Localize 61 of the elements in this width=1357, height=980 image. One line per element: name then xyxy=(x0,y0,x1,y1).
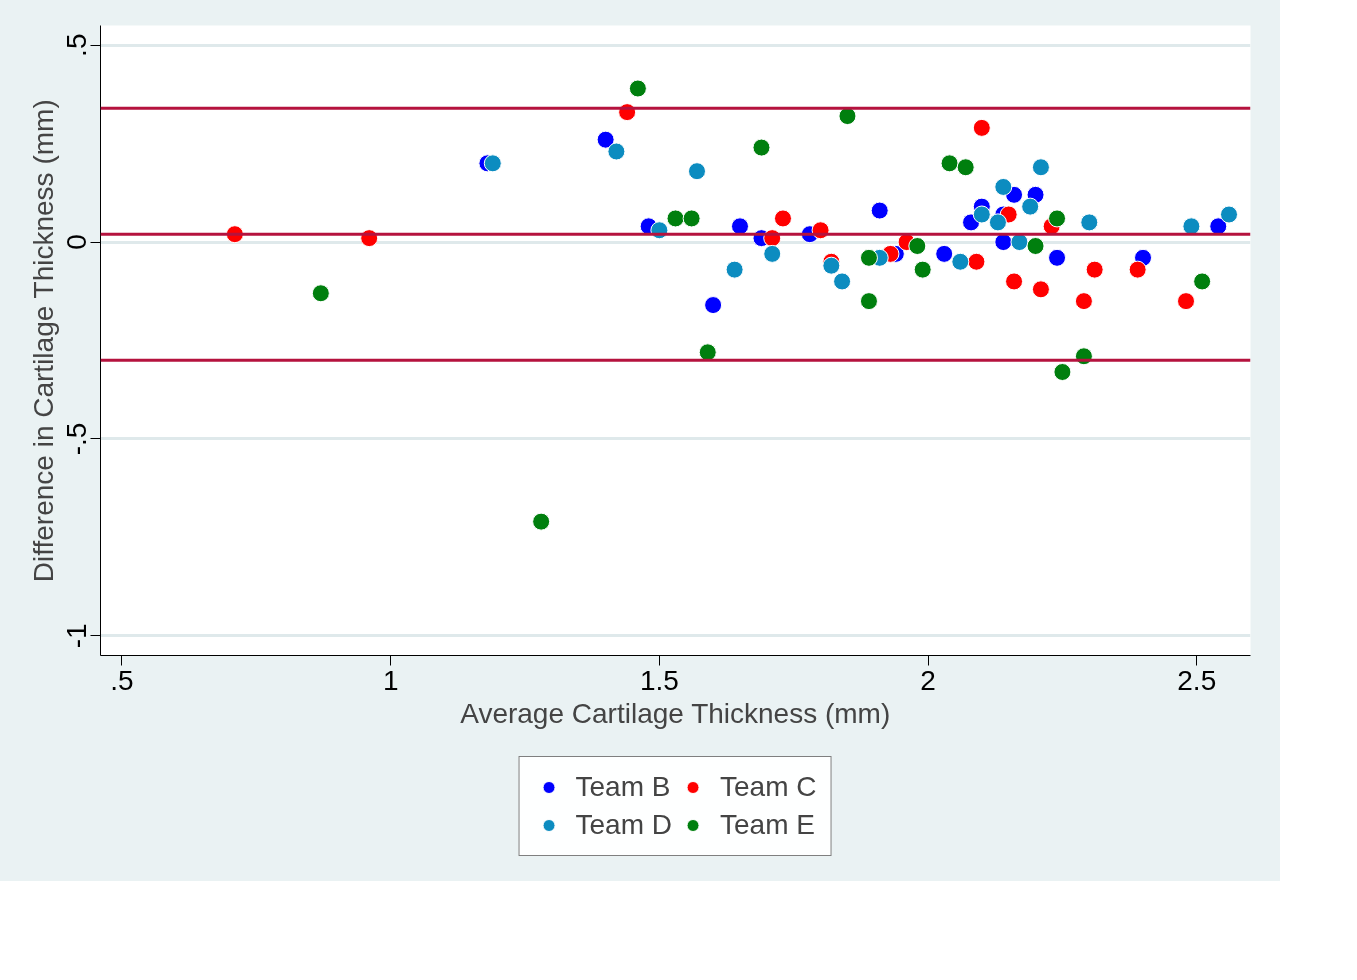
point xyxy=(1220,205,1238,224)
point xyxy=(1085,260,1104,279)
point xyxy=(752,138,771,157)
y-tick-label: -1 xyxy=(60,623,92,649)
point xyxy=(967,252,986,271)
point xyxy=(1005,272,1024,291)
point xyxy=(833,272,852,291)
point xyxy=(994,177,1013,196)
point xyxy=(1026,237,1045,255)
point xyxy=(1074,292,1093,311)
point xyxy=(908,237,927,255)
point xyxy=(870,201,889,220)
point xyxy=(972,118,991,137)
point xyxy=(822,256,841,275)
point xyxy=(682,209,701,228)
x-tick-label: 2 xyxy=(920,664,936,696)
y-axis-title: Difference in Cartilage Thickness (mm) xyxy=(27,99,59,583)
point xyxy=(628,79,647,98)
legend-label: Team B xyxy=(575,771,671,803)
x-tick-label: 1.5 xyxy=(639,664,679,696)
point xyxy=(666,209,685,228)
x-axis-title: Average Cartilage Thickness (mm) xyxy=(460,697,891,729)
point xyxy=(688,162,706,181)
point xyxy=(951,252,970,271)
legend-label: Team D xyxy=(575,809,672,841)
point xyxy=(838,107,857,126)
point xyxy=(940,154,959,173)
point xyxy=(1080,213,1099,232)
point xyxy=(1128,260,1147,279)
legend-label: Team E xyxy=(720,809,815,841)
y-tick-label: -.5 xyxy=(60,422,92,456)
point xyxy=(1177,292,1196,311)
legend-label: Team C xyxy=(720,771,817,803)
point xyxy=(532,512,551,531)
point xyxy=(913,260,932,279)
point xyxy=(935,244,954,263)
point xyxy=(483,154,502,173)
point xyxy=(311,284,330,303)
x-tick-label: 2.5 xyxy=(1177,664,1217,696)
x-tick-label: 1 xyxy=(382,664,399,696)
point xyxy=(607,142,626,161)
point xyxy=(1031,158,1050,177)
point xyxy=(1031,280,1050,299)
point xyxy=(725,260,744,279)
point xyxy=(596,130,615,149)
point xyxy=(1048,209,1067,228)
point xyxy=(988,213,1007,232)
point xyxy=(859,292,878,311)
point xyxy=(1048,248,1067,267)
point xyxy=(1193,272,1212,291)
point xyxy=(859,248,878,267)
point xyxy=(1053,363,1072,381)
x-tick-label: .5 xyxy=(110,664,134,696)
point xyxy=(1021,197,1040,216)
point xyxy=(763,244,782,263)
point xyxy=(972,205,991,224)
point xyxy=(956,158,975,177)
y-tick-label: .5 xyxy=(60,33,92,57)
point xyxy=(704,296,723,315)
y-tick-label: 0 xyxy=(60,234,92,250)
point xyxy=(773,209,792,228)
